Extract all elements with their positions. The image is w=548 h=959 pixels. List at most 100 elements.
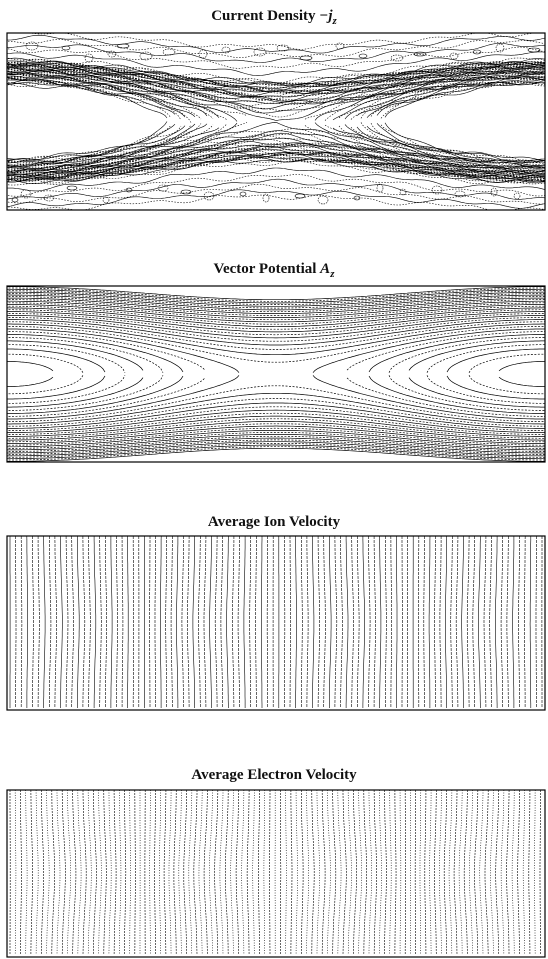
contour-line <box>7 321 545 350</box>
velocity-line <box>20 790 22 954</box>
velocity-line <box>495 536 498 708</box>
velocity-line <box>37 536 40 708</box>
contour-loop <box>253 47 267 57</box>
velocity-line <box>110 536 113 708</box>
contour-loop <box>413 51 427 57</box>
velocity-line <box>306 536 309 708</box>
velocity-line <box>390 536 392 708</box>
velocity-line <box>170 536 173 708</box>
contour-line <box>7 158 545 184</box>
contour-line <box>7 331 545 371</box>
velocity-line <box>116 536 118 708</box>
contour-line <box>7 70 545 104</box>
velocity-line <box>71 536 74 708</box>
velocity-line <box>103 790 107 954</box>
contour-line <box>7 353 545 373</box>
velocity-line <box>203 536 207 708</box>
velocity-line <box>463 790 468 955</box>
contour-line <box>7 375 545 404</box>
contour-loop <box>198 49 208 59</box>
velocity-line <box>434 536 436 708</box>
contour-line <box>7 288 545 304</box>
contour-line <box>7 319 545 346</box>
contour-line <box>7 441 545 457</box>
contour-loop <box>20 189 32 199</box>
velocity-line <box>311 790 315 954</box>
contour-line <box>7 43 545 63</box>
contour-line <box>7 124 545 163</box>
velocity-line <box>472 536 475 708</box>
contour-line <box>7 376 545 387</box>
velocity-line <box>249 536 251 708</box>
contour-line <box>7 148 545 179</box>
contour-loop <box>490 187 498 197</box>
velocity-line <box>163 790 167 955</box>
contour-line <box>7 420 545 441</box>
contour-line <box>7 183 545 205</box>
panel-title: Vector Potential Az <box>214 261 336 280</box>
contour-line <box>7 124 545 167</box>
contour-line <box>7 427 545 446</box>
title-subscript: z <box>329 268 335 280</box>
contour-line <box>7 80 545 121</box>
velocity-line <box>105 536 107 708</box>
contour-line <box>7 302 545 321</box>
contour-line <box>7 33 545 50</box>
velocity-line <box>127 536 129 708</box>
contour-line <box>7 418 545 439</box>
contour-line <box>7 300 545 318</box>
velocity-line <box>368 536 371 708</box>
velocity-line <box>500 536 503 708</box>
velocity-line <box>60 536 63 708</box>
contour-loop <box>61 45 71 51</box>
velocity-line <box>82 790 87 955</box>
contour-line <box>7 392 545 425</box>
contour-loop <box>139 51 153 61</box>
velocity-line <box>193 790 198 955</box>
contour-loop <box>102 196 110 204</box>
contour-line <box>7 148 545 179</box>
contour-line <box>7 122 545 170</box>
contour-line <box>7 70 545 111</box>
velocity-line <box>232 536 235 708</box>
contour-line <box>7 290 545 305</box>
contour-line <box>7 78 545 123</box>
contour-line <box>7 402 545 429</box>
contour-line <box>7 293 545 309</box>
velocity-line <box>93 536 97 708</box>
contour-loop <box>317 195 329 205</box>
contour-line <box>7 443 545 458</box>
contour-line <box>7 153 545 182</box>
contour-line <box>7 375 545 411</box>
contour-line <box>7 71 545 110</box>
velocity-line <box>362 536 365 708</box>
velocity-line <box>461 536 464 708</box>
contour-line <box>7 375 545 400</box>
contour-line <box>7 65 545 94</box>
contour-line <box>7 287 545 302</box>
velocity-line <box>261 536 263 708</box>
contour-loop <box>431 185 443 195</box>
velocity-line <box>290 790 293 954</box>
velocity-line <box>121 536 124 708</box>
contour-line <box>7 344 545 373</box>
velocity-line <box>332 790 337 955</box>
velocity-line <box>43 536 46 708</box>
velocity-line <box>385 536 387 708</box>
velocity-line <box>30 790 33 954</box>
contour-line <box>7 189 545 209</box>
velocity-line <box>466 536 470 708</box>
contour-line <box>7 61 545 89</box>
velocity-line <box>394 790 397 954</box>
velocity-line <box>342 790 347 955</box>
contour-line <box>7 309 545 330</box>
contour-line <box>7 377 545 417</box>
contour-line <box>7 446 545 461</box>
contour-line <box>7 375 545 420</box>
velocity-line <box>455 536 459 708</box>
contour-line <box>7 423 545 443</box>
contour-line <box>7 81 545 116</box>
contour-loop <box>221 46 231 54</box>
contour-line <box>7 328 545 373</box>
contour-loop <box>43 194 55 202</box>
